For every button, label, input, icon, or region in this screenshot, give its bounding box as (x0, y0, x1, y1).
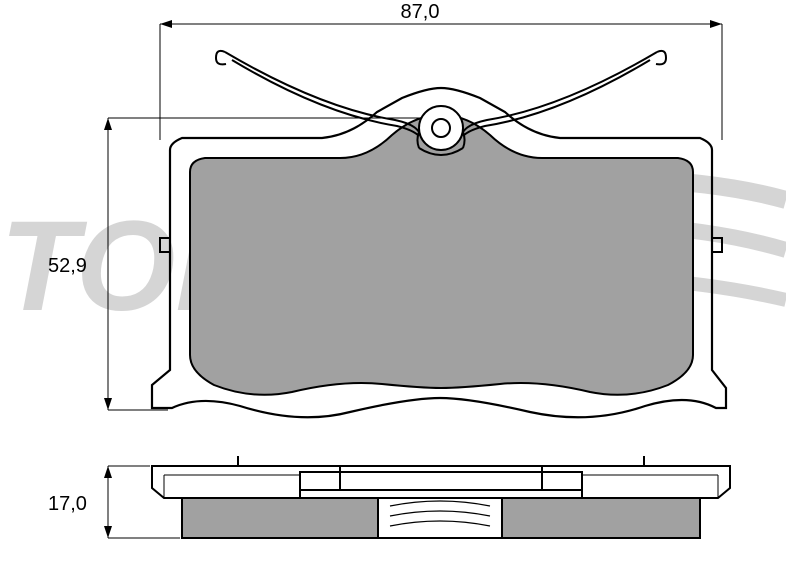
dim-height-label: 52,9 (48, 255, 87, 277)
side-pad-left (182, 498, 378, 538)
front-view (152, 51, 726, 417)
friction-pad (190, 115, 693, 395)
side-view (152, 456, 730, 538)
dim-thickness-label: 17,0 (48, 493, 87, 515)
dim-width-label: 87,0 (401, 1, 440, 23)
brake-pad-diagram: TOMEX brakes (0, 0, 786, 581)
center-boss-outer (419, 106, 463, 150)
side-pad-right (502, 498, 700, 538)
